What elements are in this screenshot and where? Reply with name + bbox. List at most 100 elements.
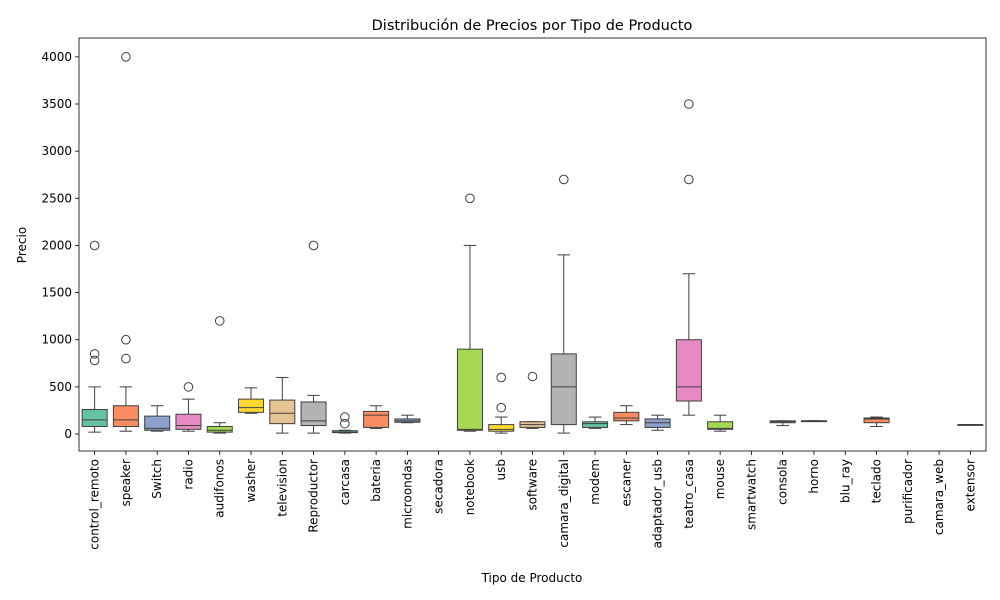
box-bateria — [363, 405, 390, 429]
box-body — [582, 421, 609, 428]
x-tick-label: horno — [807, 459, 821, 494]
y-tick-label: 1000 — [41, 333, 72, 347]
y-tick-label: 2500 — [41, 191, 72, 205]
x-tick-label: radio — [181, 459, 195, 490]
boxes — [81, 52, 984, 434]
outlier-point — [340, 418, 350, 429]
x-tick-label: adaptador_usb — [651, 459, 665, 548]
outlier-point — [121, 52, 131, 62]
box-speaker — [112, 52, 139, 432]
outlier-point — [496, 402, 507, 413]
box-body — [175, 413, 202, 430]
box-audifonos — [206, 316, 233, 434]
x-tick-label: extensor — [963, 459, 977, 512]
x-tick-label: secadora — [432, 459, 446, 514]
box-radio — [175, 382, 202, 432]
box-body — [675, 339, 702, 402]
x-tick-label: consola — [776, 459, 790, 505]
x-tick-label: speaker — [119, 459, 133, 507]
outlier-point — [89, 240, 100, 251]
box-consola — [769, 420, 796, 427]
box-body — [112, 405, 139, 427]
box-carcasa — [331, 412, 358, 434]
x-tick-label: purificador — [901, 459, 915, 524]
y-tick-label: 2000 — [41, 238, 72, 252]
box-modem — [582, 416, 609, 429]
outlier-point — [340, 412, 350, 422]
box-body — [206, 425, 233, 433]
x-tick-label: teatro_casa — [682, 459, 696, 529]
box-body — [488, 424, 515, 432]
box-body — [144, 415, 171, 431]
y-tick-label: 1500 — [41, 286, 72, 300]
box-software — [519, 371, 546, 429]
box-adaptador_usb — [644, 414, 671, 431]
outlier-point — [214, 316, 225, 326]
x-tick-label: mouse — [713, 459, 727, 499]
x-axis-label: Tipo de Producto — [481, 571, 583, 585]
box-microondas — [394, 414, 421, 424]
y-tick-label: 4000 — [41, 50, 72, 64]
box-body — [269, 399, 296, 425]
chart-title: Distribución de Precios por Tipo de Prod… — [372, 18, 693, 34]
x-tick-label: microondas — [400, 459, 414, 529]
x-tick-label: Reproductor — [307, 459, 321, 533]
outlier-point — [684, 174, 694, 185]
outlier-point — [121, 353, 131, 364]
box-body — [300, 401, 327, 427]
box-teclado — [863, 416, 890, 427]
box-Switch — [144, 405, 171, 432]
outlier-point — [89, 355, 100, 366]
box-body — [238, 398, 265, 413]
box-body — [863, 417, 890, 424]
y-axis: 0 500 1000 1500 2000 2500 3000 3500 4000 — [41, 50, 79, 441]
box-body — [550, 353, 577, 426]
x-tick-label: bateria — [369, 459, 383, 502]
box-extensor — [957, 424, 984, 426]
x-tick-label: carcasa — [338, 459, 352, 505]
outlier-point — [121, 334, 131, 345]
box-teatro_casa — [675, 99, 702, 416]
x-tick-label: control_remoto — [88, 459, 102, 550]
box-body — [613, 411, 640, 422]
x-tick-label: smartwatch — [744, 459, 758, 530]
x-axis: control_remoto speaker Switch radio audifono… — [88, 451, 977, 550]
y-axis-label: Precio — [15, 227, 29, 263]
box-control_remoto — [81, 240, 108, 433]
x-tick-label: teclado — [870, 459, 884, 503]
plot-frame — [78, 37, 987, 452]
box-television — [269, 376, 296, 434]
y-tick-label: 3000 — [41, 144, 72, 158]
outlier-point — [558, 174, 569, 185]
x-tick-label: Switch — [150, 459, 164, 499]
box-Reproductor — [300, 240, 327, 434]
x-tick-label: usb — [494, 459, 508, 480]
y-tick-label: 3500 — [41, 97, 72, 111]
box-usb — [488, 372, 515, 434]
outlier-point — [465, 193, 475, 204]
x-tick-label: washer — [244, 459, 258, 502]
box-mouse — [707, 414, 734, 432]
box-notebook — [456, 193, 483, 432]
outlier-point — [183, 382, 194, 392]
y-tick-label: 500 — [49, 380, 72, 394]
x-tick-label: audifonos — [213, 459, 227, 518]
outlier-point — [496, 372, 507, 383]
box-camara_digital — [550, 174, 577, 434]
box-body — [363, 410, 390, 428]
box-washer — [238, 387, 265, 414]
x-tick-label: camara_web — [932, 459, 946, 535]
x-tick-label: television — [275, 459, 289, 517]
outlier-point — [684, 99, 694, 109]
box-body — [456, 348, 483, 431]
box-escaner — [613, 405, 640, 426]
outlier-point — [89, 349, 100, 359]
x-tick-label: escaner — [619, 459, 633, 507]
box-horno — [800, 420, 827, 423]
x-tick-label: blu_ray — [838, 459, 852, 503]
x-tick-label: modem — [588, 459, 602, 505]
x-tick-label: software — [526, 459, 540, 511]
y-tick-label: 0 — [64, 427, 72, 441]
x-tick-label: camara_digital — [557, 459, 571, 548]
